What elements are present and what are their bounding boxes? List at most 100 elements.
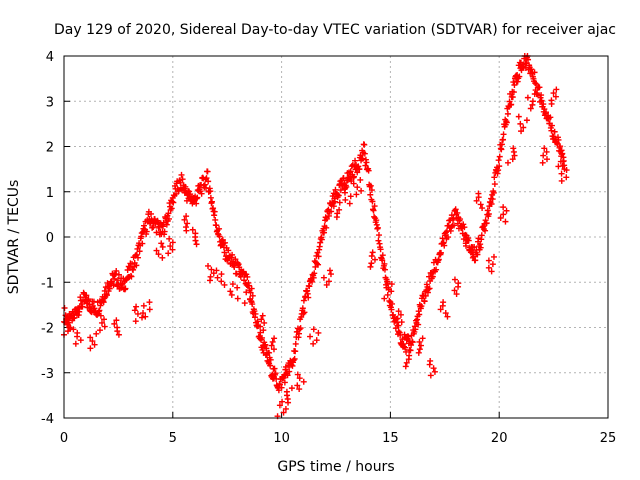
data-point [502,218,509,225]
data-point [296,326,303,333]
data-point [381,266,388,273]
data-point [358,187,365,194]
data-point [479,205,486,212]
data-point [182,183,189,190]
y-tick-label: 1 [46,186,54,201]
data-point [418,303,425,310]
data-point [523,117,530,124]
data-point [361,141,368,148]
data-point [140,310,147,317]
data-point [251,308,258,315]
data-point [321,229,328,236]
data-point [368,260,375,267]
data-point [207,273,214,280]
data-point [133,262,140,269]
data-point [175,188,182,195]
data-point [334,210,341,217]
data-point [379,252,386,259]
data-point [503,207,510,214]
data-point [406,352,413,359]
data-point [377,246,384,253]
data-point [213,267,220,274]
data-point [163,221,170,228]
data-point [167,243,174,250]
data-point [146,306,153,313]
data-point [138,230,145,237]
data-point [122,285,129,292]
data-point [451,222,458,229]
data-point [212,216,219,223]
data-point [149,224,156,231]
data-point [270,346,277,353]
data-point [506,98,513,105]
data-point [500,211,507,218]
data-point [445,234,452,241]
data-point [278,384,285,391]
data-point [327,271,334,278]
data-point [326,267,333,274]
data-point [94,311,101,318]
data-point [359,155,366,162]
data-point [276,402,283,409]
data-point [433,266,440,273]
data-point [110,282,117,289]
data-point [533,81,540,88]
data-point [288,385,295,392]
data-point [455,280,462,287]
data-point [320,274,327,281]
data-point [491,181,498,188]
data-point [170,199,177,206]
data-point [381,295,388,302]
data-point [490,253,497,260]
data-point [340,175,347,182]
data-point [130,266,137,273]
y-tick-label: 4 [46,50,54,65]
data-point [221,281,228,288]
data-point [313,260,320,267]
data-point [281,379,288,386]
data-point [488,200,495,207]
data-point [315,253,322,260]
data-point [543,148,550,155]
y-axis-label: SDTVAR / TECUs [6,180,22,295]
data-point [271,365,278,372]
data-point [538,97,545,104]
data-point [325,278,332,285]
data-point [388,306,395,313]
data-point [416,311,423,318]
data-point [128,273,135,280]
data-point [61,305,68,312]
y-tick-label: -3 [41,367,54,382]
data-point [72,340,79,347]
data-point [503,119,510,126]
data-point [457,216,464,223]
data-point [165,210,172,217]
data-point [495,157,502,164]
data-point [551,128,558,135]
data-point [529,98,536,105]
x-tick-label: 25 [600,431,617,446]
data-point [541,145,548,152]
data-point [142,313,149,320]
data-point [262,341,269,348]
data-point [475,235,482,242]
data-point [168,205,175,212]
data-point [369,198,376,205]
x-axis-label: GPS time / hours [277,459,394,475]
data-point [462,240,469,247]
data-point [552,93,559,100]
data-point [397,311,404,318]
data-point [384,291,391,298]
data-point [218,278,225,285]
data-point [440,299,447,306]
data-point [309,278,316,285]
data-point [416,338,423,345]
data-point [558,177,565,184]
data-point [229,251,236,258]
data-point [241,277,248,284]
data-point [401,343,407,350]
data-point [368,187,375,194]
data-point [207,194,214,201]
data-point [475,190,482,197]
y-axis-ticks: -4 -3 -2 -1 0 1 2 3 4 [41,50,70,427]
